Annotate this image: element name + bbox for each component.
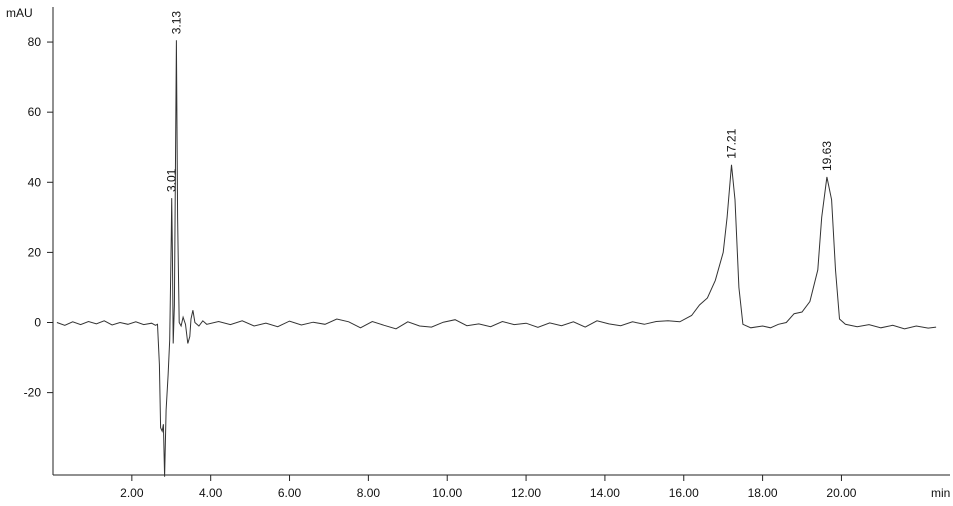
x-tick-label: 10.00 (432, 486, 462, 500)
peak-label: 3.13 (169, 11, 183, 35)
x-tick-label: 12.00 (511, 486, 541, 500)
x-axis-label: min (931, 486, 950, 500)
y-tick-label: 20 (28, 245, 42, 259)
y-tick-label: 0 (34, 316, 41, 330)
x-tick-label: 6.00 (278, 486, 302, 500)
x-tick-label: 16.00 (669, 486, 699, 500)
x-tick-label: 18.00 (748, 486, 778, 500)
signal-line (56, 40, 937, 477)
peak-label: 17.21 (724, 128, 738, 158)
x-tick-label: 20.00 (826, 486, 856, 500)
x-tick-label: 4.00 (199, 486, 223, 500)
y-tick-label: 40 (28, 175, 42, 189)
x-tick-label: 8.00 (357, 486, 381, 500)
x-tick-label: 2.00 (120, 486, 144, 500)
y-axis-label: mAU (6, 6, 33, 20)
y-tick-label: 60 (28, 105, 42, 119)
y-tick-label: 80 (28, 35, 42, 49)
peak-label: 3.01 (165, 168, 179, 192)
y-tick-label: -20 (24, 386, 42, 400)
x-tick-label: 14.00 (590, 486, 620, 500)
peak-label: 19.63 (820, 141, 834, 171)
